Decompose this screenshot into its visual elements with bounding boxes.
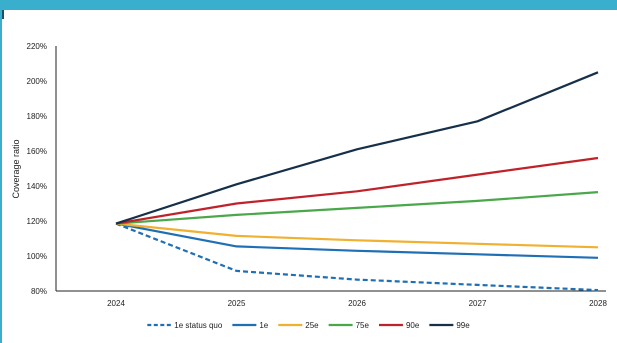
y-tick-label: 180% [27, 112, 47, 121]
series-lines [115, 71, 599, 292]
x-tick-labels: 2024 2025 2026 2027 2028 [107, 299, 607, 308]
x-tick-label: 2026 [348, 299, 366, 308]
legend-label: 90e [406, 321, 420, 330]
legend-label: 75e [356, 321, 370, 330]
x-tick-label: 2028 [589, 299, 607, 308]
legend-label: 99e [456, 321, 470, 330]
y-tick-label: 160% [27, 147, 47, 156]
series-line [115, 222, 599, 292]
header-accent-tick [2, 10, 4, 19]
x-tick-label: 2024 [107, 299, 125, 308]
y-tick-label: 80% [31, 287, 47, 296]
header-band [0, 0, 617, 10]
series-line [115, 222, 599, 259]
series-line [115, 222, 599, 249]
series-line [115, 71, 599, 225]
series-line [115, 156, 599, 225]
legend: 1e status quo 1e 25e 75e 90e 99e [147, 321, 470, 330]
series-line [115, 191, 599, 225]
left-accent-strip [0, 10, 2, 343]
axes [55, 46, 606, 292]
legend-label: 25e [305, 321, 319, 330]
legend-label: 1e [259, 321, 268, 330]
y-tick-label: 220% [27, 42, 47, 51]
y-tick-label: 100% [27, 252, 47, 261]
y-tick-labels: 80% 100% 120% 140% 160% 180% 200% 220% [27, 42, 47, 296]
legend-label: 1e status quo [174, 321, 223, 330]
y-tick-label: 200% [27, 77, 47, 86]
y-axis-title: Coverage ratio [11, 139, 21, 198]
x-tick-label: 2027 [469, 299, 487, 308]
y-axis-label: Coverage ratio [11, 139, 21, 198]
y-tick-label: 140% [27, 182, 47, 191]
y-tick-label: 120% [27, 217, 47, 226]
x-tick-label: 2025 [228, 299, 246, 308]
